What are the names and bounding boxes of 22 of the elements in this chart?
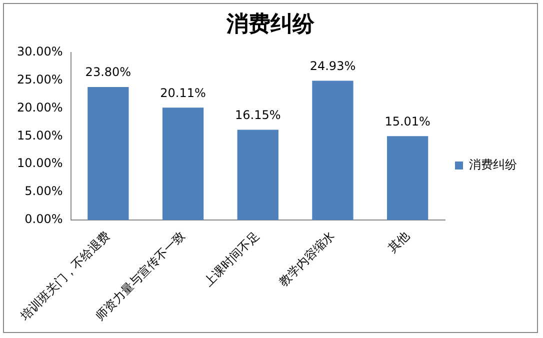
- y-tick-label: 10.00%: [16, 156, 63, 170]
- x-tick-label: 其他: [385, 228, 412, 256]
- data-label: 15.01%: [384, 114, 430, 128]
- y-tick-label: 25.00%: [16, 72, 63, 86]
- data-label: 24.93%: [310, 58, 356, 73]
- bar: [162, 108, 204, 220]
- x-tick-label: 教学内容缩水: [276, 228, 338, 290]
- bar: [88, 87, 129, 220]
- y-tick-label: 30.00%: [16, 44, 63, 59]
- y-tick-label: 5.00%: [24, 184, 63, 198]
- bar: [237, 130, 278, 220]
- bar: [312, 80, 354, 220]
- data-label: 23.80%: [85, 65, 132, 80]
- bar: [386, 136, 428, 220]
- data-label: 20.11%: [160, 86, 206, 100]
- y-tick-label: 20.00%: [16, 100, 63, 114]
- y-tick-label: 0.00%: [24, 212, 63, 226]
- legend-label: 消费纠纷: [469, 158, 517, 172]
- data-label: 16.15%: [234, 108, 281, 122]
- x-tick-label: 上课时间不足: [201, 228, 262, 290]
- chart-title: 消费纠纷: [226, 12, 316, 37]
- y-tick-label: 15.00%: [16, 128, 63, 142]
